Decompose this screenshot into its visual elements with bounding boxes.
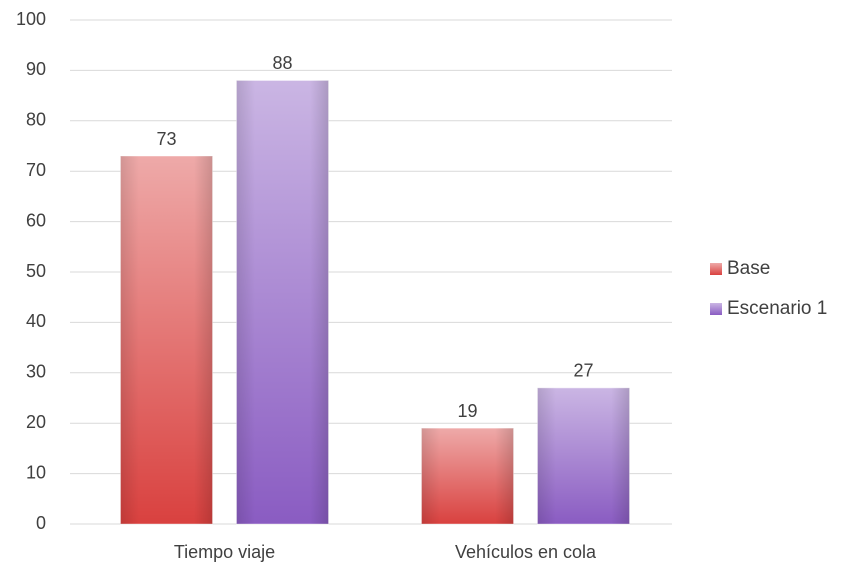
x-tick-label: Tiempo viaje bbox=[174, 542, 275, 562]
data-label: 27 bbox=[573, 361, 593, 381]
y-tick-label: 80 bbox=[26, 110, 46, 130]
data-label: 88 bbox=[272, 53, 292, 73]
legend-swatch-sheen bbox=[710, 303, 722, 315]
bar bbox=[120, 155, 213, 525]
y-tick-label: 20 bbox=[26, 412, 46, 432]
y-tick-label: 0 bbox=[36, 513, 46, 533]
y-tick-label: 60 bbox=[26, 210, 46, 230]
y-tick-label: 90 bbox=[26, 59, 46, 79]
bar bbox=[537, 387, 630, 525]
x-tick-label: Vehículos en cola bbox=[455, 542, 597, 562]
y-tick-label: 40 bbox=[26, 311, 46, 331]
bar bbox=[421, 427, 514, 525]
legend-label: Base bbox=[727, 258, 770, 279]
y-tick-label: 10 bbox=[26, 462, 46, 482]
y-tick-label: 50 bbox=[26, 261, 46, 281]
y-tick-label: 30 bbox=[26, 362, 46, 382]
bar bbox=[236, 79, 329, 525]
legend-label: Escenario 1 bbox=[727, 298, 827, 319]
data-label: 19 bbox=[457, 401, 477, 421]
y-tick-label: 70 bbox=[26, 160, 46, 180]
y-tick-label: 100 bbox=[16, 9, 46, 29]
legend-swatch-sheen bbox=[710, 263, 722, 275]
data-label: 73 bbox=[156, 129, 176, 149]
